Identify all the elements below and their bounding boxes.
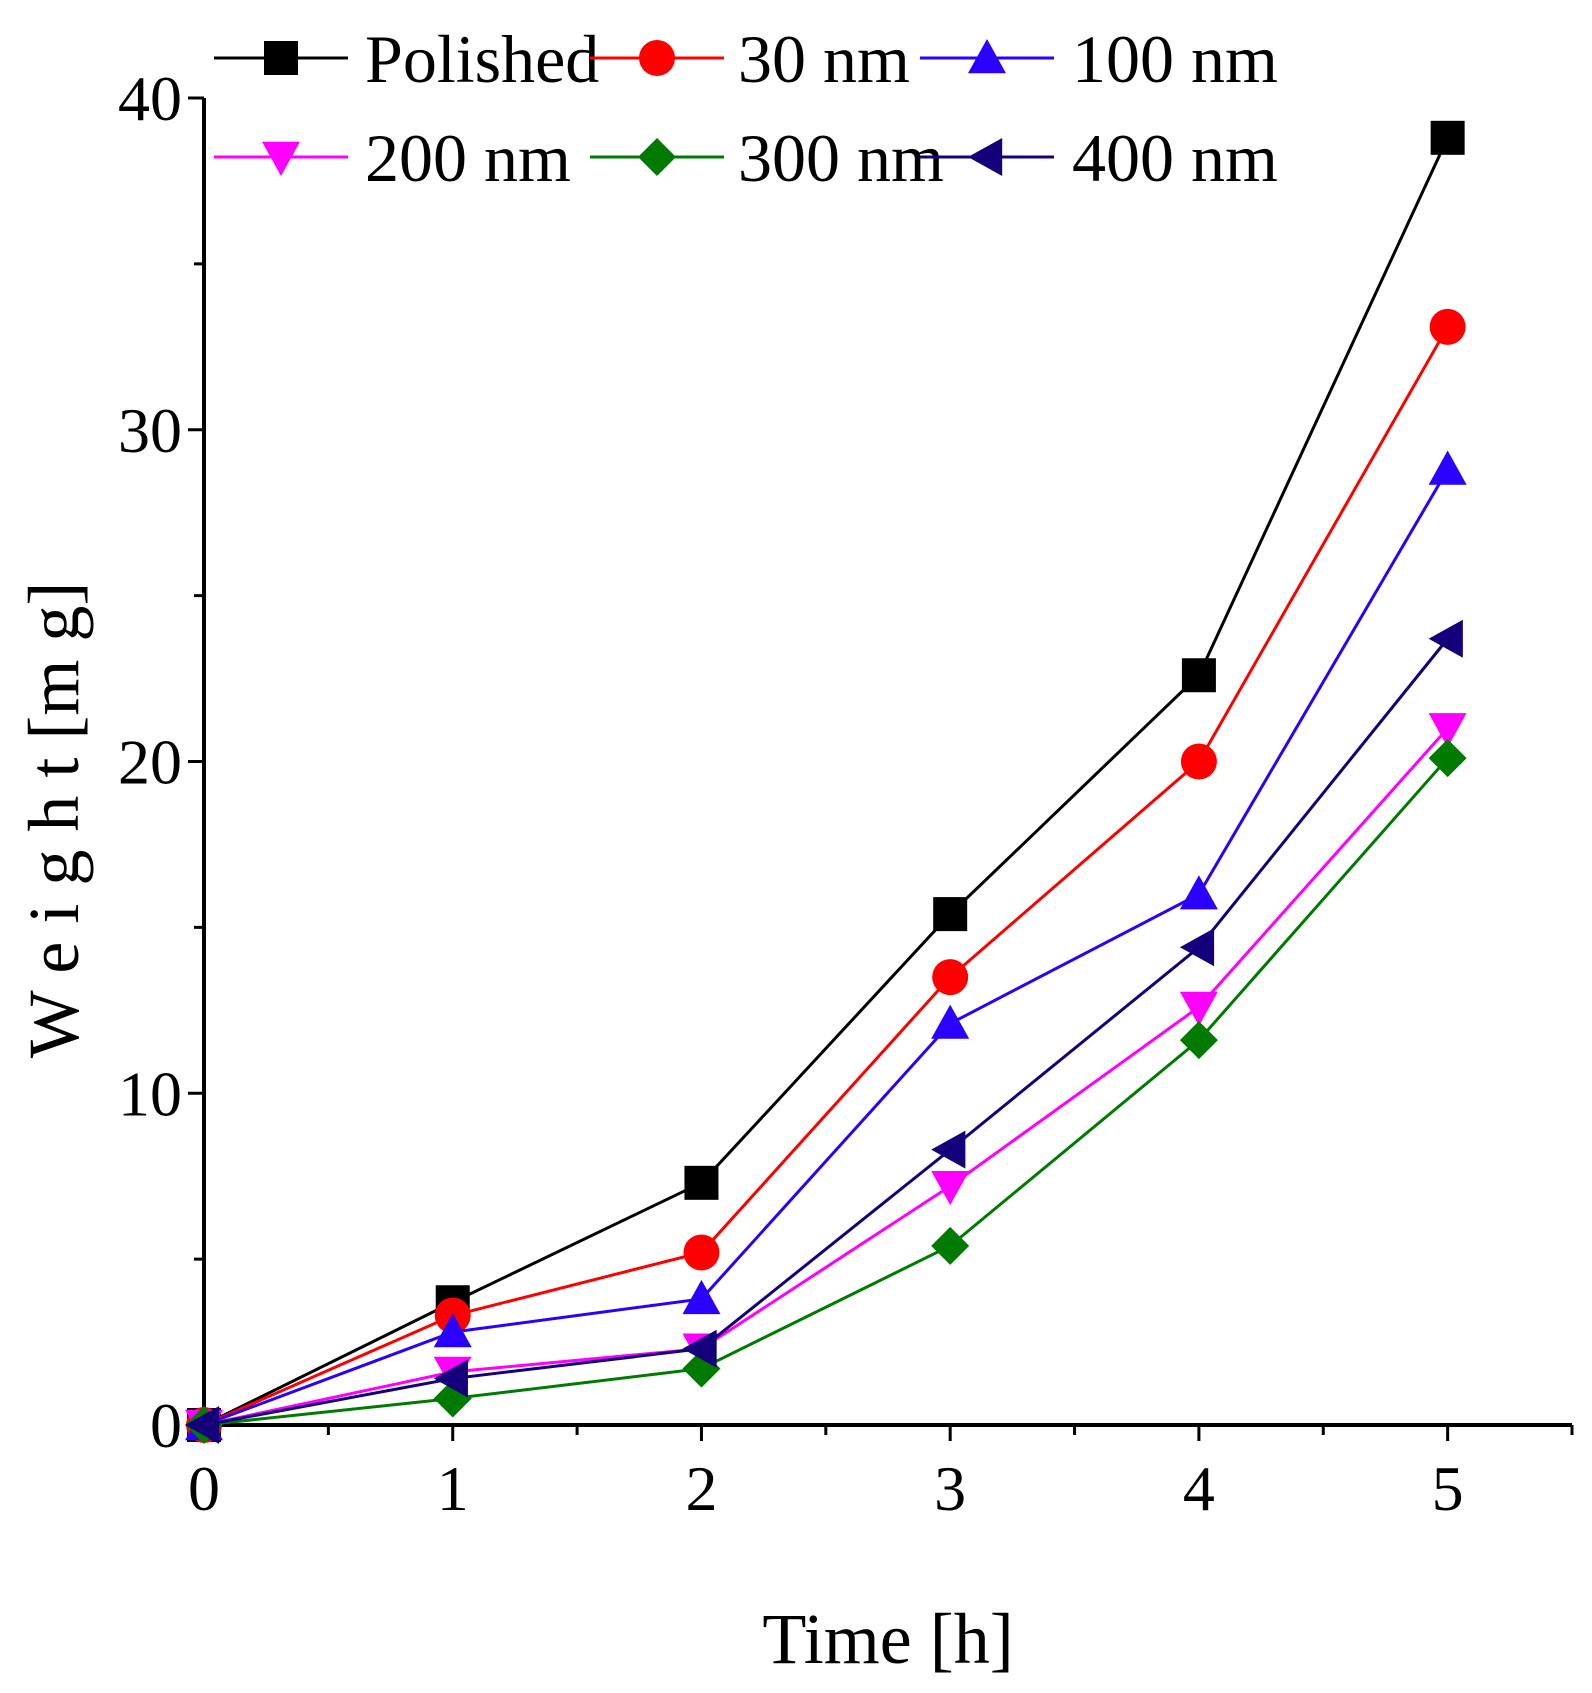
data-point	[931, 1130, 966, 1169]
series-polished	[187, 120, 1465, 1442]
y-tick-label: 10	[118, 1058, 182, 1129]
legend-label: 400 nm	[1072, 120, 1278, 196]
series-line	[203, 637, 1449, 1427]
legend-item: 200 nm	[214, 120, 571, 196]
x-tick-label: 4	[1183, 1453, 1215, 1524]
x-tick-label: 0	[188, 1453, 220, 1524]
series-layer	[185, 120, 1467, 1444]
data-point	[1430, 120, 1465, 155]
legend-item: 300 nm	[590, 120, 944, 196]
data-point	[185, 1406, 220, 1444]
series-line	[203, 137, 1449, 1427]
data-point	[1179, 875, 1218, 910]
series-line	[203, 326, 1449, 1427]
data-point	[1428, 739, 1467, 778]
data-point	[1428, 450, 1467, 485]
data-point	[933, 897, 968, 932]
series-line	[203, 468, 1449, 1427]
legend-label: 300 nm	[738, 120, 944, 196]
data-point	[1179, 1021, 1218, 1060]
x-tick-label: 3	[934, 1453, 966, 1524]
y-tick-label: 40	[118, 63, 182, 134]
y-axis-title: W e i g h t [m g]	[14, 582, 94, 1059]
data-point	[684, 1165, 719, 1200]
x-axis-title: Time [h]	[762, 1599, 1013, 1679]
data-point	[1428, 713, 1467, 748]
y-tick-label: 20	[118, 727, 182, 798]
axes: 0 1 2 3 4 5 0 10 20 30 40	[118, 63, 1574, 1524]
legend-marker	[968, 138, 1003, 176]
x-tick-label: 5	[1432, 1453, 1464, 1524]
legend-marker	[968, 39, 1006, 74]
legend-item: 100 nm	[920, 21, 1278, 97]
data-point	[1180, 743, 1217, 780]
series-30-nm	[186, 308, 1466, 1443]
legend-item: 400 nm	[920, 120, 1278, 196]
series-line	[203, 727, 1449, 1427]
data-point	[931, 1004, 970, 1039]
data-point	[682, 1329, 717, 1368]
y-tick-label: 0	[150, 1390, 182, 1461]
legend-label: 200 nm	[365, 120, 571, 196]
y-tick-label: 30	[118, 395, 182, 466]
legend-item: 30 nm	[590, 21, 910, 97]
legend-marker	[638, 138, 676, 176]
legend-marker	[262, 141, 300, 176]
legend-label: 100 nm	[1072, 21, 1278, 97]
x-tick-label: 1	[437, 1453, 469, 1524]
legend-item: Polished	[214, 21, 599, 97]
data-point	[1428, 619, 1463, 658]
data-point	[1179, 991, 1218, 1026]
legend-label: 30 nm	[738, 21, 910, 97]
data-point	[932, 959, 969, 996]
data-point	[433, 1359, 468, 1398]
series-line	[203, 757, 1449, 1427]
data-point	[682, 1279, 721, 1315]
series-400-nm	[185, 619, 1463, 1444]
legend-marker	[639, 40, 675, 76]
legend: Polished 30 nm 100 nm 200 nm 300 nm 400 nm	[214, 21, 1278, 196]
data-point	[1429, 308, 1466, 345]
data-point	[433, 1313, 472, 1348]
legend-marker	[264, 41, 298, 75]
data-point	[931, 1170, 970, 1206]
data-point	[1181, 658, 1216, 693]
series-200-nm	[185, 713, 1467, 1444]
data-point	[1179, 928, 1215, 967]
legend-label: Polished	[365, 21, 599, 97]
data-point	[931, 1226, 970, 1265]
series-100-nm	[185, 450, 1467, 1441]
x-tick-label: 2	[685, 1453, 717, 1524]
data-point	[683, 1234, 720, 1271]
